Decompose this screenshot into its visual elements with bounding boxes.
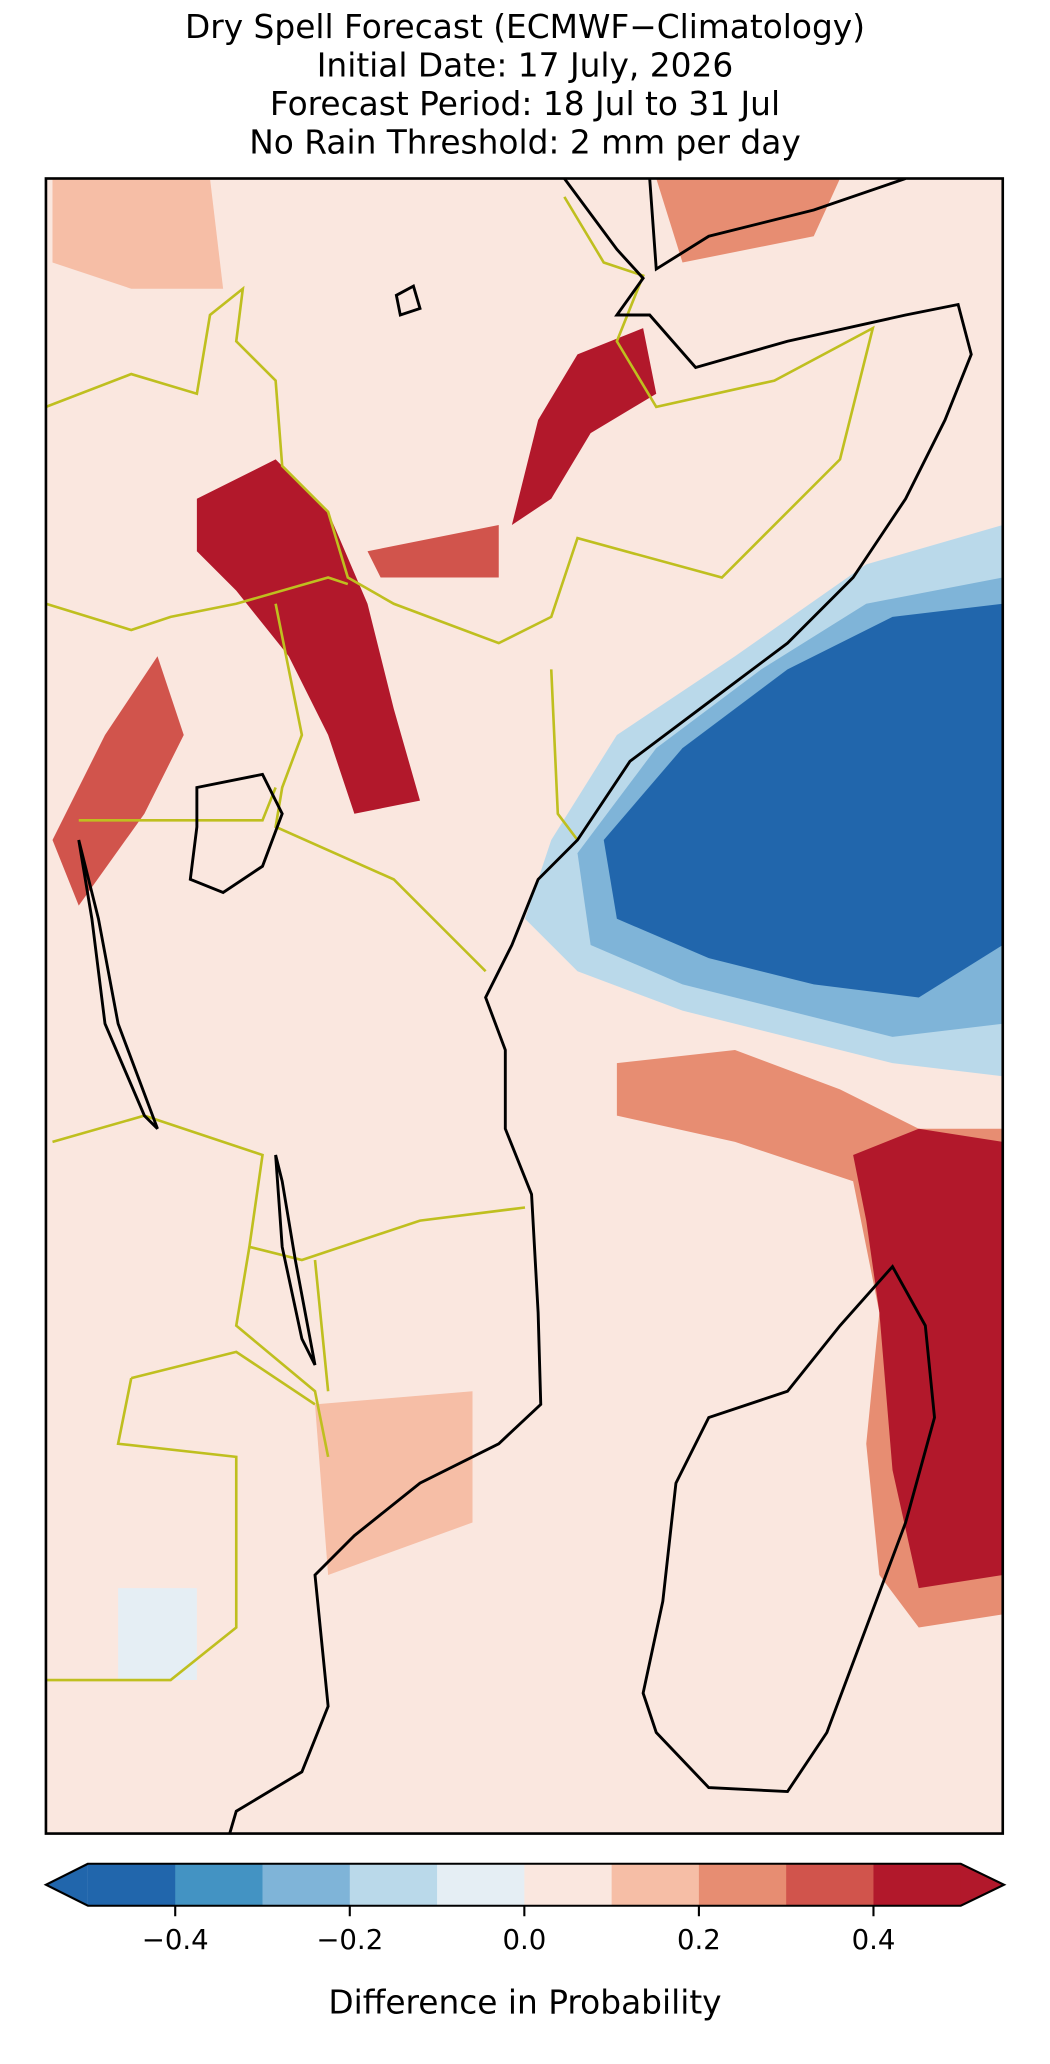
title-block: Dry Spell Forecast (ECMWF−Climatology)In… xyxy=(185,8,865,161)
anomaly-area xyxy=(196,459,420,814)
colorbar-tick-label: 0.4 xyxy=(852,1924,896,1956)
colorbar-tick-label: 0.2 xyxy=(677,1924,721,1956)
title-line: Forecast Period: 18 Jul to 31 Jul xyxy=(270,85,780,123)
anomaly-area xyxy=(603,603,1003,998)
anomaly-area xyxy=(52,656,184,906)
colorbar-segment xyxy=(786,1863,875,1906)
title-line: Dry Spell Forecast (ECMWF−Climatology) xyxy=(185,8,865,46)
colorbar: −0.4 −0.2 0.0 0.2 0.4 Difference in Probabili… xyxy=(43,1862,1007,2021)
anomaly-area xyxy=(52,178,224,289)
colorbar-tick-label: −0.2 xyxy=(316,1924,383,1956)
anomaly-area xyxy=(367,525,499,578)
colorbar-extend-low xyxy=(45,1863,88,1906)
colorbar-segment xyxy=(698,1863,787,1906)
colorbar-label: Difference in Probability xyxy=(328,1983,721,2021)
colorbar-segment xyxy=(175,1863,264,1906)
anomaly-area xyxy=(118,1588,197,1681)
colorbar-segment xyxy=(87,1863,176,1906)
colorbar-segment xyxy=(611,1863,700,1906)
coastlines xyxy=(77,178,973,1834)
colorbar-segment xyxy=(437,1863,525,1906)
colorbar-segment xyxy=(349,1863,438,1906)
anomaly-area xyxy=(315,1391,473,1576)
colorbar-segment xyxy=(524,1863,613,1906)
title-line: Initial Date: 17 July, 2026 xyxy=(317,47,734,85)
colorbar-segment xyxy=(873,1863,962,1906)
map-frame xyxy=(44,177,1005,1835)
anomaly-area xyxy=(511,328,657,526)
colorbar-extend-high xyxy=(960,1863,1005,1906)
colorbar-tick-label: 0.0 xyxy=(502,1924,546,1956)
title-line: No Rain Threshold: 2 mm per day xyxy=(249,123,800,161)
colorbar-segment xyxy=(262,1863,351,1906)
colorbar-outline xyxy=(43,1862,1007,1907)
colorbar-tick-label: −0.4 xyxy=(142,1924,209,1956)
map xyxy=(45,178,1003,1834)
